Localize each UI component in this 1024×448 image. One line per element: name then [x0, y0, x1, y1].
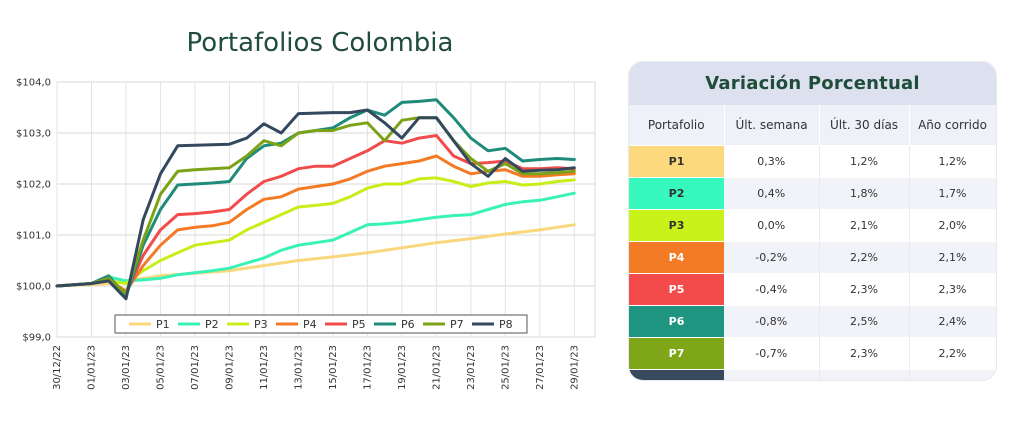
chart-title: Portafolios Colombia [187, 28, 454, 58]
year-to-date-cell: 1,2% [909, 145, 996, 178]
header-ano-corrido: Año corrido [909, 105, 996, 146]
legend-label: P5 [352, 318, 366, 331]
x-tick-label: 07/01/23 [190, 345, 201, 390]
year-to-date-cell: 2,3% [909, 369, 996, 380]
x-tick-label: 19/01/23 [397, 345, 408, 390]
portfolio-name-cell: P2 [629, 177, 724, 210]
last-30-days-cell: 2,3% [819, 273, 910, 306]
x-tick-label: 13/01/23 [293, 345, 304, 390]
y-tick-label: $104,0 [16, 78, 51, 89]
table-title: Variación Porcentual [629, 62, 996, 105]
portfolio-name-cell: P5 [629, 273, 724, 306]
last-week-cell: -0,5% [724, 369, 820, 380]
line-chart: Portafolios Colombia $99,0 $100,0 $101,0 $1… [16, 28, 596, 390]
x-tick-label: 11/01/23 [259, 345, 270, 390]
portfolio-name-cell: P1 [629, 145, 724, 178]
y-tick-label: $101,0 [16, 231, 51, 242]
x-tick-label: 15/01/23 [328, 345, 339, 390]
y-tick-label: $100,0 [16, 282, 51, 293]
plot-border [56, 81, 596, 338]
x-tick-label: 09/01/23 [224, 345, 235, 390]
table-row: P4 -0,2% 2,2% 2,1% [629, 241, 996, 274]
x-axis: 30/12/22 01/01/23 03/01/23 05/01/23 07/01/23… [52, 345, 580, 390]
series-line-p7 [55, 116, 576, 296]
chart-legend: P1 P2 P3 P4 P5 P6 P7 P8 [114, 314, 528, 334]
table-row: P7 -0,7% 2,3% 2,2% [629, 337, 996, 370]
last-week-cell: -0,8% [724, 305, 820, 338]
x-tick-label: 03/01/23 [121, 345, 132, 390]
variation-table-panel: Variación Porcentual Portafolio Últ. sem… [629, 62, 996, 380]
table-row: P1 0,3% 1,2% 1,2% [629, 145, 996, 178]
header-ult-semana: Últ. semana [724, 105, 820, 146]
last-week-cell: 0,0% [724, 209, 820, 242]
portfolio-name-cell: P4 [629, 241, 724, 274]
series-line-p3 [55, 176, 576, 288]
table-body: P1 0,3% 1,2% 1,2% P2 0,4% 1,8% 1,7% P3 0,0% 2,1% 2,… [629, 145, 996, 380]
chart-grid [56, 81, 596, 338]
year-to-date-cell: 2,3% [909, 273, 996, 306]
year-to-date-cell: 1,7% [909, 177, 996, 210]
last-30-days-cell: 2,2% [819, 241, 910, 274]
table-row: P2 0,4% 1,8% 1,7% [629, 177, 996, 210]
last-30-days-cell: 2,3% [819, 369, 910, 380]
portfolio-name-cell: P7 [629, 337, 724, 370]
y-tick-label: $102,0 [16, 180, 51, 191]
x-tick-label: 25/01/23 [500, 345, 511, 390]
last-week-cell: 0,4% [724, 177, 820, 210]
last-week-cell: -0,2% [724, 241, 820, 274]
legend-label: P7 [450, 318, 464, 331]
x-tick-label: 17/01/23 [362, 345, 373, 390]
last-30-days-cell: 2,5% [819, 305, 910, 338]
series-lines [55, 98, 576, 301]
series-line-p1 [55, 223, 576, 288]
variation-table: Portafolio Últ. semana Últ. 30 días Año … [629, 105, 996, 380]
legend-label: P4 [303, 318, 317, 331]
y-tick-label: $99,0 [22, 333, 51, 344]
portfolio-name-cell: P8 [629, 369, 724, 380]
legend-label: P1 [156, 318, 170, 331]
header-ult-30-dias: Últ. 30 días [819, 105, 910, 146]
legend-label: P6 [401, 318, 415, 331]
year-to-date-cell: 2,1% [909, 241, 996, 274]
x-tick-label: 21/01/23 [431, 345, 442, 390]
last-30-days-cell: 2,3% [819, 337, 910, 370]
last-week-cell: -0,7% [724, 337, 820, 370]
last-week-cell: -0,4% [724, 273, 820, 306]
y-tick-label: $103,0 [16, 129, 51, 140]
table-row: P6 -0,8% 2,5% 2,4% [629, 305, 996, 338]
x-tick-label: 05/01/23 [155, 345, 166, 390]
legend-label: P8 [499, 318, 513, 331]
last-week-cell: 0,3% [724, 145, 820, 178]
legend-label: P2 [205, 318, 219, 331]
series-line-p2 [55, 191, 576, 288]
year-to-date-cell: 2,0% [909, 209, 996, 242]
x-tick-label: 29/01/23 [569, 345, 580, 390]
legend-box [114, 314, 528, 334]
year-to-date-cell: 2,2% [909, 337, 996, 370]
table-row: P8-0,5%2,3%2,3% [629, 369, 996, 380]
x-tick-label: 23/01/23 [466, 345, 477, 390]
x-tick-label: 01/01/23 [86, 345, 97, 390]
legend-label: P3 [254, 318, 268, 331]
series-line-p5 [55, 134, 576, 296]
portfolio-name-cell: P6 [629, 305, 724, 338]
x-tick-label: 27/01/23 [535, 345, 546, 390]
last-30-days-cell: 1,2% [819, 145, 910, 178]
table-row: P5 -0,4% 2,3% 2,3% [629, 273, 996, 306]
portfolio-name-cell: P3 [629, 209, 724, 242]
y-axis: $99,0 $100,0 $101,0 $102,0 $103,0 $104,0 [16, 78, 51, 344]
header-portafolio: Portafolio [629, 105, 725, 146]
series-line-p8 [55, 108, 576, 301]
table-header-row: Portafolio Últ. semana Últ. 30 días Año … [629, 105, 996, 146]
last-30-days-cell: 1,8% [819, 177, 910, 210]
year-to-date-cell: 2,4% [909, 305, 996, 338]
table-row: P3 0,0% 2,1% 2,0% [629, 209, 996, 242]
x-tick-label: 30/12/22 [52, 345, 63, 390]
last-30-days-cell: 2,1% [819, 209, 910, 242]
